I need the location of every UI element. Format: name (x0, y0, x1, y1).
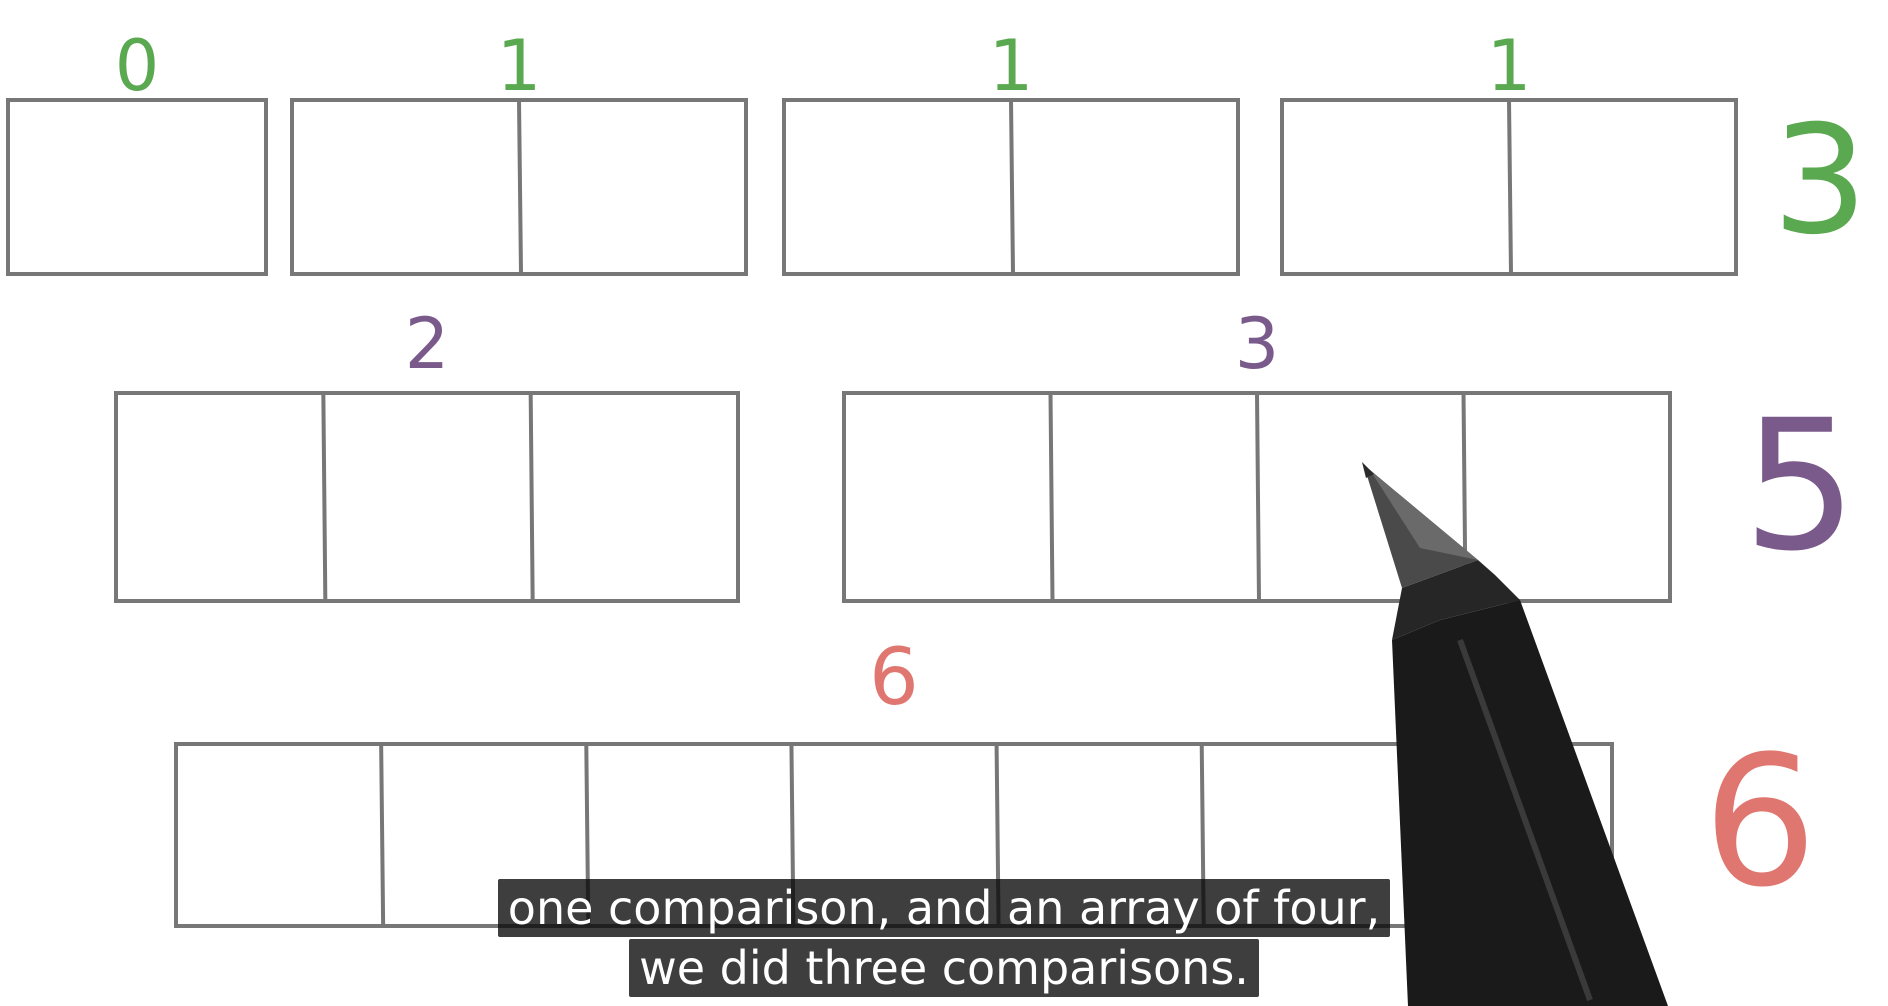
array-label: 6 (869, 633, 919, 723)
array-label: 1 (497, 25, 542, 107)
array-row2-2: 3 (842, 303, 1672, 603)
array-row2-1: 2 (114, 303, 740, 603)
array-row1-1: 0 (6, 25, 268, 276)
row-total-1: 3 (1772, 94, 1867, 268)
subtitle-line-1-container: one comparison, and an array of four, (0, 879, 1888, 937)
subtitle-line-2-container: we did three comparisons. (0, 939, 1888, 997)
subtitle-line-2: we did three comparisons. (629, 939, 1259, 997)
array-label: 1 (1487, 25, 1532, 107)
row-total-3: 6 (1703, 718, 1818, 927)
array-row1-3: 1 (782, 25, 1240, 276)
subtitle-line-1: one comparison, and an array of four, (497, 879, 1391, 937)
array-label: 3 (1235, 303, 1280, 385)
array-row1-4: 1 (1280, 25, 1738, 276)
array-label: 0 (115, 25, 160, 107)
array-label: 2 (405, 303, 450, 385)
arrays-layer: 0 1 1 1 3 2 3 5 6 6 (6, 25, 1868, 928)
pen-icon (1362, 462, 1668, 1006)
array-row1-2: 1 (290, 25, 748, 276)
array-label: 1 (989, 25, 1034, 107)
row-total-2: 5 (1743, 382, 1858, 591)
